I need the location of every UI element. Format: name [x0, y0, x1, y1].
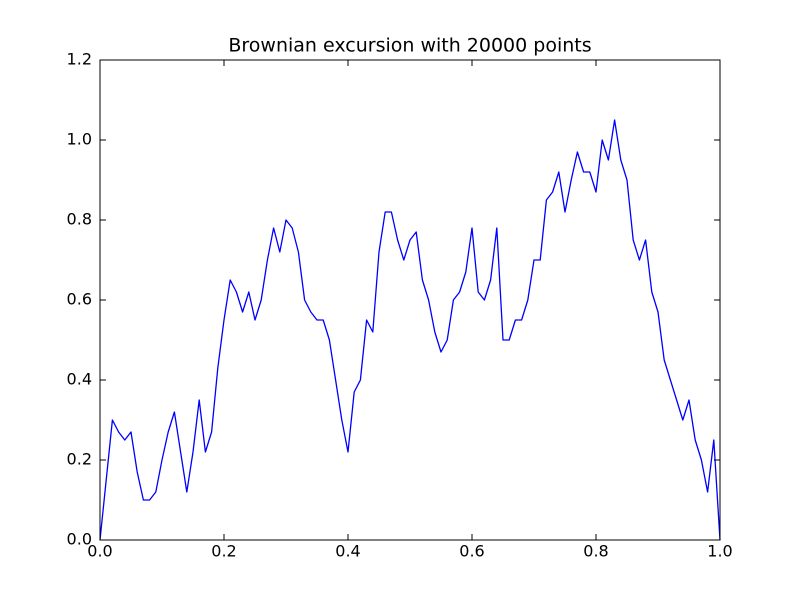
- x-tick-label: 0.6: [459, 542, 484, 561]
- x-tick-label: 1.0: [707, 542, 732, 561]
- y-tick-label: 0.2: [67, 450, 92, 469]
- data-line: [99, 119, 721, 541]
- y-tick-label: 1.2: [67, 50, 92, 69]
- x-tick-label: 0.2: [211, 542, 236, 561]
- y-tick-label: 1.0: [67, 130, 92, 149]
- x-tick-label: 0.8: [583, 542, 608, 561]
- y-tick-label: 0.8: [67, 210, 92, 229]
- x-tick-label: 0.0: [87, 542, 112, 561]
- x-tick-label: 0.4: [335, 542, 360, 561]
- chart-title: Brownian excursion with 20000 points: [228, 35, 591, 57]
- y-tick-label: 0.4: [67, 370, 92, 389]
- y-tick-label: 0.0: [67, 530, 92, 549]
- y-tick-label: 0.6: [67, 290, 92, 309]
